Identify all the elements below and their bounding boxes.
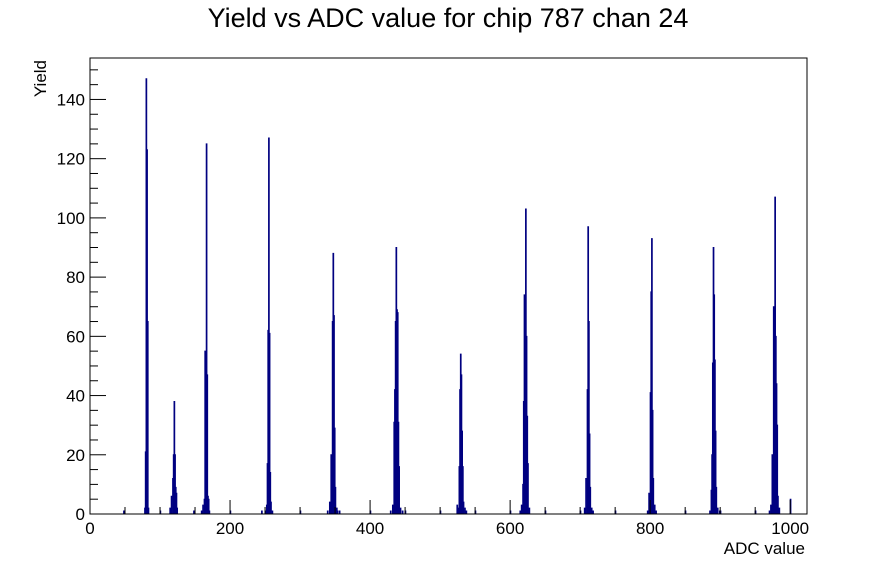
- histogram-bin: [462, 466, 464, 514]
- histogram-bin: [651, 409, 654, 514]
- histogram-bin: [147, 507, 150, 514]
- y-tick-label: 0: [76, 505, 85, 524]
- histogram-bin: [776, 424, 779, 514]
- histogram-bin: [588, 433, 591, 514]
- histogram-bin: [200, 510, 203, 514]
- histogram-bin: [174, 454, 176, 514]
- histogram-bin: [519, 510, 522, 514]
- histogram-bin: [208, 510, 211, 514]
- histogram-bin: [175, 492, 178, 514]
- histogram-bin: [770, 504, 772, 514]
- histogram-bin: [709, 510, 711, 514]
- plot-frame: [89, 57, 808, 515]
- histogram-bin: [207, 498, 210, 514]
- y-tick-label: 60: [66, 327, 85, 346]
- histogram-bin: [391, 504, 394, 514]
- histogram-bin: [655, 510, 657, 514]
- y-tick-label: 100: [57, 209, 85, 228]
- histogram-bin: [333, 315, 335, 514]
- histogram-bin: [333, 427, 336, 514]
- histogram-bin: [326, 510, 329, 514]
- histogram-bin: [270, 501, 272, 514]
- histogram-bin: [170, 495, 173, 514]
- histogram-series: [123, 78, 792, 514]
- chart-title: Yield vs ADC value for chip 787 chan 24: [208, 3, 689, 33]
- histogram-bin: [193, 510, 195, 514]
- histogram-bin: [338, 510, 341, 514]
- histogram-bin: [651, 238, 653, 514]
- histogram-bin: [590, 507, 593, 514]
- histogram-bin: [777, 495, 779, 514]
- y-tick-label: 120: [57, 150, 85, 169]
- histogram-bin: [714, 430, 717, 514]
- histogram-bin: [646, 510, 649, 514]
- y-tick-label: 40: [66, 387, 85, 406]
- histogram-bin: [523, 294, 526, 514]
- histogram-bin: [464, 507, 466, 514]
- histogram-bin: [336, 510, 339, 514]
- histogram-bin: [271, 510, 274, 514]
- y-tick-label: 20: [66, 446, 85, 465]
- histogram-bin: [396, 312, 399, 514]
- histogram-bin: [269, 472, 272, 514]
- histogram-bin: [330, 454, 333, 514]
- histogram-bin: [588, 321, 590, 514]
- histogram-bin: [399, 507, 402, 514]
- histogram-bin: [589, 486, 592, 514]
- x-tick-label: 1000: [771, 519, 809, 538]
- histogram-bin: [268, 137, 270, 514]
- histogram-bin: [205, 143, 208, 514]
- y-tick-label: 140: [57, 90, 85, 109]
- histogram-bin: [715, 486, 718, 514]
- x-tick-label: 800: [636, 519, 664, 538]
- histogram-bin: [389, 510, 392, 514]
- histogram-bin: [716, 507, 719, 514]
- histogram-bin: [328, 501, 331, 514]
- x-axis-title: ADC value: [724, 539, 805, 558]
- histogram-bin: [206, 374, 209, 514]
- histogram-bin: [268, 332, 271, 514]
- histogram-bin: [527, 463, 529, 514]
- histogram-bin: [261, 510, 263, 514]
- x-tick-label: 0: [85, 519, 94, 538]
- histogram-bin: [462, 501, 465, 514]
- histogram-bin: [778, 507, 781, 514]
- histogram-bin: [585, 477, 587, 514]
- histogram-bin: [768, 510, 771, 514]
- histogram-bin: [592, 510, 594, 514]
- x-tick-label: 200: [216, 519, 244, 538]
- histogram-bin: [334, 486, 337, 514]
- histogram-bin: [520, 504, 523, 514]
- histogram-bin: [771, 454, 774, 514]
- x-tick-label: 400: [356, 519, 384, 538]
- histogram-bin: [202, 504, 204, 514]
- y-tick-label: 80: [66, 268, 85, 287]
- histogram-bin: [528, 507, 531, 514]
- histogram-bin: [652, 477, 655, 514]
- axes: 0 200 400 600 800 1000 0 20 40 60 80 100 120 140: [57, 69, 809, 538]
- histogram-bin: [146, 321, 149, 514]
- histogram-bin: [169, 507, 172, 514]
- histogram-bin: [653, 504, 656, 514]
- histogram-bin: [123, 510, 125, 514]
- histogram-bin: [398, 466, 400, 514]
- histogram-bin: [465, 510, 468, 514]
- histogram-bin: [583, 507, 586, 514]
- histogram-bin: [401, 510, 404, 514]
- histogram-bin: [176, 507, 179, 514]
- y-axis-title: Yield: [31, 60, 50, 97]
- histogram-bin: [457, 507, 459, 514]
- x-tick-label: 600: [496, 519, 524, 538]
